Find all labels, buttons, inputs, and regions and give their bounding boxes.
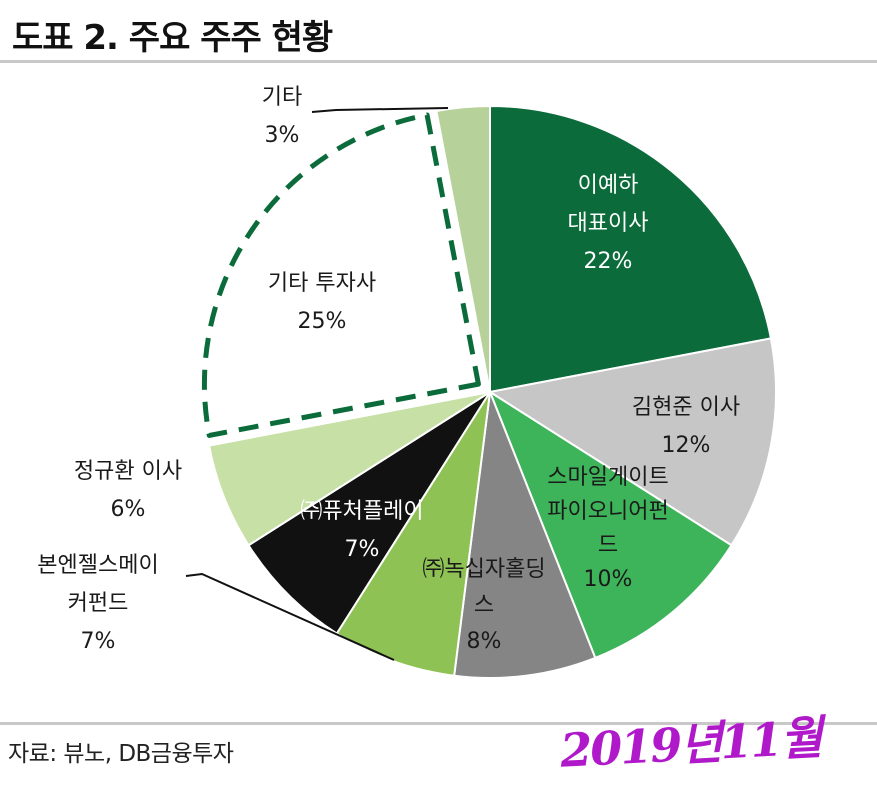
pie-slice [453, 391, 597, 679]
slice-label: 기타 투자사 25% [268, 271, 376, 334]
slice-label: 정규환 이사 6% [74, 459, 182, 522]
slice-label: ㈜퓨처플레이 7% [300, 499, 423, 562]
pie-slice [487, 337, 777, 547]
pie-slice [489, 104, 773, 394]
slice-label: 김현준 이사 12% [632, 395, 740, 458]
pie-slice [247, 391, 491, 635]
pie-chart: 이예하 대표이사 22% 김현준 이사 12% 스마일게이트 파이오니어펀 드 10%㈜녹십자홀… [37, 85, 777, 679]
chart-title: 도표 2. 주요 주주 현황 [12, 18, 333, 58]
leader-line [311, 107, 449, 113]
pie-slice [487, 389, 733, 660]
footer-divider [0, 722, 877, 725]
pie-slice [201, 112, 481, 438]
slice-label: 기타 3% [262, 85, 302, 148]
slice-label: 이예하 대표이사 22% [568, 173, 649, 274]
handwritten-date-note: 2019년11월 [558, 710, 823, 778]
source-note: 자료: 뷰노, DB금융투자 [8, 741, 234, 767]
slice-label: ㈜녹십자홀딩 스 8% [422, 557, 545, 654]
slice-label: 본엔젤스메이 커펀드 7% [37, 553, 158, 654]
pie-slice [435, 104, 491, 393]
slice-label: 스마일게이트 파이오니어펀 드 10% [547, 465, 668, 592]
header-divider [0, 60, 877, 63]
pie-slice [207, 391, 491, 547]
leader-line [185, 572, 395, 661]
